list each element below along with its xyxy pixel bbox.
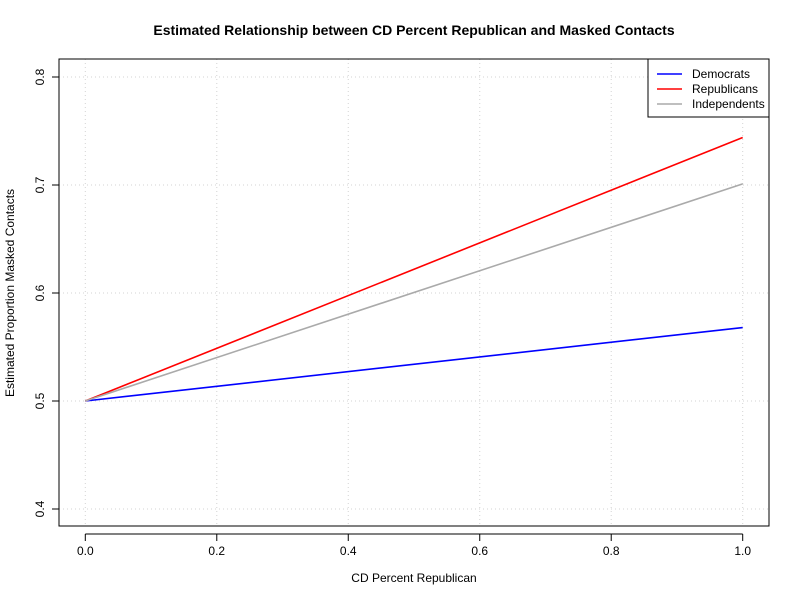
x-tick-label: 0.8 <box>603 544 620 558</box>
y-tick-label: 0.4 <box>33 500 47 517</box>
y-tick-label: 0.5 <box>33 392 47 409</box>
x-tick-label: 0.0 <box>77 544 94 558</box>
y-axis-label: Estimated Proportion Masked Contacts <box>3 189 17 397</box>
x-tick-label: 0.4 <box>340 544 357 558</box>
x-axis-label: CD Percent Republican <box>351 571 476 585</box>
x-tick-label: 0.6 <box>471 544 488 558</box>
legend-label-democrats: Democrats <box>692 67 750 81</box>
series-line-republicans <box>85 136 743 402</box>
chart-title: Estimated Relationship between CD Percen… <box>153 22 674 38</box>
y-axis: 0.4 0.5 0.6 0.7 0.8 <box>33 68 60 517</box>
series-line-independents <box>85 183 743 402</box>
x-axis: 0.0 0.2 0.4 0.6 0.8 1.0 <box>77 533 751 558</box>
y-tick-label: 0.8 <box>33 68 47 85</box>
series-line-democrats <box>85 326 743 402</box>
x-tick-label: 1.0 <box>734 544 751 558</box>
y-tick-label: 0.6 <box>33 284 47 301</box>
x-tick-label: 0.2 <box>208 544 225 558</box>
legend-label-independents: Independents <box>692 97 765 111</box>
series-lines <box>85 136 743 402</box>
legend-box <box>647 58 770 118</box>
legend-label-republicans: Republicans <box>692 82 758 96</box>
y-tick-label: 0.7 <box>33 176 47 193</box>
